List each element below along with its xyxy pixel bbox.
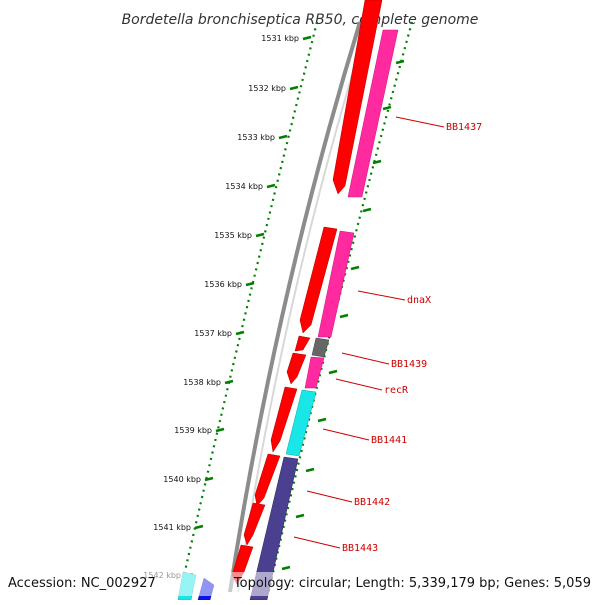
kbp-tick-mark [235,330,245,336]
kbp-tick-mark [302,35,312,41]
feature-pink[interactable] [304,356,325,389]
feature-pink[interactable] [317,230,355,338]
kbp-tick-label: 1535 kbp [214,231,252,240]
kbp-tick-label: 1532 kbp [248,84,286,93]
kbp-tick-mark [289,85,299,91]
skew-tick-mark [382,105,392,111]
skew-tick-mark [339,313,349,319]
gene-leader-line [341,352,390,365]
skew-tick-mark [305,467,315,473]
gene-leader-line [322,428,370,441]
feature-pink[interactable] [347,29,399,198]
gene-label[interactable]: BB1443 [342,543,378,554]
kbp-tick-label: 1539 kbp [174,426,212,435]
kbp-tick-mark [204,476,214,482]
gene-leader-line [293,536,341,549]
gene-label[interactable]: BB1441 [371,435,407,446]
kbp-tick-label: 1536 kbp [204,280,242,289]
gene-label[interactable]: BB1439 [391,359,427,370]
skew-tick-mark [395,59,405,65]
kbp-tick-mark [255,232,265,238]
kbp-tick-mark [194,524,204,530]
skew-tick-mark [295,513,305,519]
gc-content-track [181,21,319,581]
gene-leader-line [395,116,445,128]
gc-skew-track [266,21,414,596]
skew-tick-mark [362,207,372,213]
gene-label[interactable]: recR [384,385,409,396]
genome-summary-text: Topology: circular; Length: 5,339,179 bp… [233,576,591,591]
cds-arrow[interactable] [254,453,281,507]
kbp-tick-label: 1538 kbp [183,378,221,387]
footer-band [0,572,600,596]
cds-arrow[interactable] [270,386,298,453]
map-title: Bordetella bronchiseptica RB50, complete… [122,12,479,28]
cds-arrow[interactable] [332,0,383,195]
gene-leader-line [335,378,383,391]
kbp-tick-mark [224,379,234,385]
kbp-tick-mark [245,281,255,287]
cds-arrow[interactable] [299,226,338,334]
kbp-tick-label: 1540 kbp [163,475,201,484]
gene-leader-line [306,490,353,503]
cds-arrow[interactable] [294,335,311,352]
kbp-tick-mark [215,427,225,433]
feature-track [177,0,399,601]
cds-arrow[interactable] [286,352,307,385]
kbp-tick-group: 1531 kbp 1532 kbp 1533 kbp 1534 kbp 1535 kbp… [143,34,405,580]
gene-label[interactable]: BB1442 [354,497,390,508]
backbone-arc [228,21,362,593]
cds-arrow[interactable] [243,502,266,546]
kbp-tick-label: 1534 kbp [225,182,263,191]
kbp-tick-label: 1541 kbp [153,523,191,532]
skew-tick-mark [281,565,291,571]
skew-tick-mark [372,159,382,165]
accession-text: Accession: NC_002927 [8,576,156,591]
gene-label[interactable]: BB1437 [446,122,482,133]
kbp-tick-label: 1533 kbp [237,133,275,142]
kbp-tick-label: 1537 kbp [194,329,232,338]
feature-gray[interactable] [311,337,330,358]
gene-label[interactable]: dnaX [407,295,431,306]
kbp-tick-mark [266,183,276,189]
gene-leader-line [357,290,406,301]
skew-tick-mark [328,369,338,375]
kbp-tick-label: 1531 kbp [261,34,299,43]
feature-cyan[interactable] [285,389,317,457]
skew-tick-mark [350,265,360,271]
kbp-tick-mark [278,134,288,140]
skew-tick-mark [317,417,327,423]
gene-label-group: BB1437 dnaX BB1439 recR BB1441 BB1442 BB1443 [293,116,482,554]
